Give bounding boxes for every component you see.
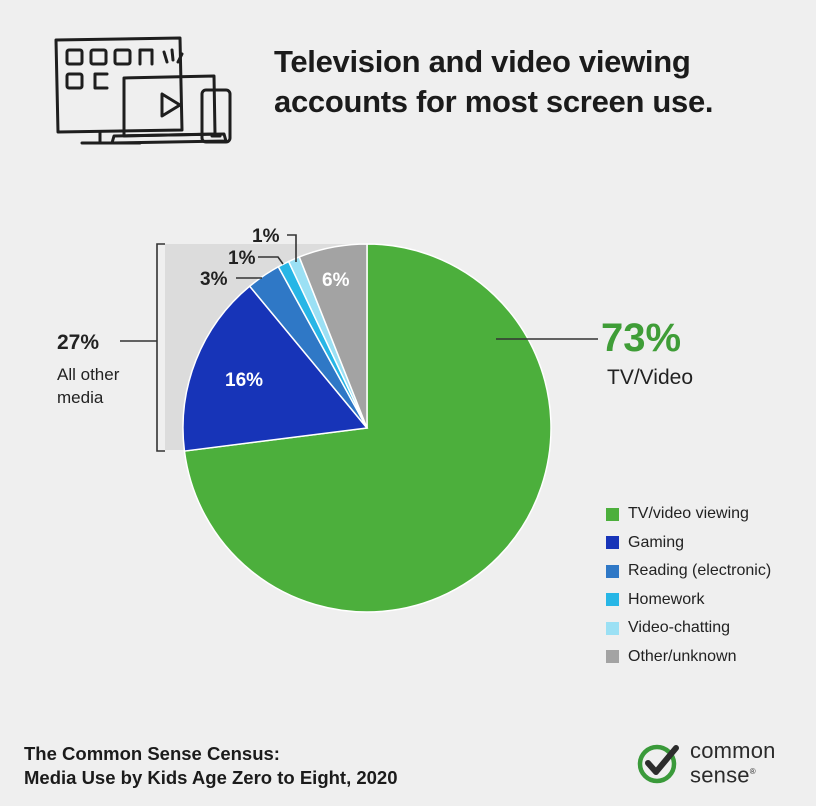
legend-swatch bbox=[606, 507, 619, 521]
data-label-homework: 1% bbox=[228, 248, 256, 269]
legend-label: Reading (electronic) bbox=[628, 562, 772, 580]
legend-swatch bbox=[606, 650, 619, 664]
legend-label: Gaming bbox=[628, 533, 685, 551]
legend-item: Video-chatting bbox=[606, 614, 771, 643]
data-label-gaming: 16% bbox=[225, 370, 263, 391]
callout-group-label-line2: media bbox=[57, 388, 104, 407]
data-label-reading: 3% bbox=[200, 269, 228, 290]
leader-line-video-chatting bbox=[287, 234, 297, 262]
brand-line2-wrap: sense® bbox=[690, 761, 776, 788]
legend-swatch bbox=[606, 536, 619, 550]
slice-gaming bbox=[182, 285, 369, 452]
registered-mark: ® bbox=[749, 767, 756, 776]
legend-swatch bbox=[606, 621, 619, 635]
legend-label: Other/unknown bbox=[628, 647, 737, 665]
legend-item: Gaming bbox=[606, 529, 771, 558]
legend-label: Video-chatting bbox=[628, 619, 730, 637]
callout-group-label-line1: All other bbox=[57, 365, 120, 384]
chart-legend: TV/video viewing Gaming Reading (electro… bbox=[606, 500, 771, 671]
legend-label: Homework bbox=[628, 590, 705, 608]
legend-swatch bbox=[606, 593, 619, 607]
leader-line-homework bbox=[258, 256, 284, 265]
chart-title-line1: Television and video viewing bbox=[274, 44, 691, 79]
brand-line1: common bbox=[690, 738, 776, 763]
slice-other bbox=[298, 243, 368, 429]
source-line2: Media Use by Kids Age Zero to Eight, 202… bbox=[24, 767, 398, 788]
common-sense-logo: common sense® bbox=[636, 738, 776, 788]
callout-main-value: 73% bbox=[601, 316, 681, 360]
legend-item: Other/unknown bbox=[606, 643, 771, 672]
legend-item: Homework bbox=[606, 586, 771, 615]
chart-title-line2: accounts for most screen use. bbox=[274, 84, 714, 119]
legend-swatch bbox=[606, 564, 619, 578]
checkmark-circle-icon bbox=[637, 744, 679, 783]
legend-label: TV/video viewing bbox=[628, 505, 749, 523]
data-label-other: 6% bbox=[322, 270, 350, 291]
brand-wordmark: common sense® bbox=[690, 738, 776, 788]
chart-title: Television and video viewing accounts fo… bbox=[274, 42, 714, 122]
callout-main-label: TV/Video bbox=[607, 366, 693, 389]
source-citation: The Common Sense Census: Media Use by Ki… bbox=[24, 742, 398, 790]
other-media-bracket bbox=[156, 243, 165, 452]
brand-line2: sense bbox=[690, 762, 750, 788]
callout-group-value: 27% bbox=[57, 331, 99, 354]
source-line1: The Common Sense Census: bbox=[24, 743, 280, 764]
legend-item: Reading (electronic) bbox=[606, 557, 771, 586]
data-label-video-chatting: 1% bbox=[252, 226, 280, 247]
legend-item: TV/video viewing bbox=[606, 500, 771, 529]
